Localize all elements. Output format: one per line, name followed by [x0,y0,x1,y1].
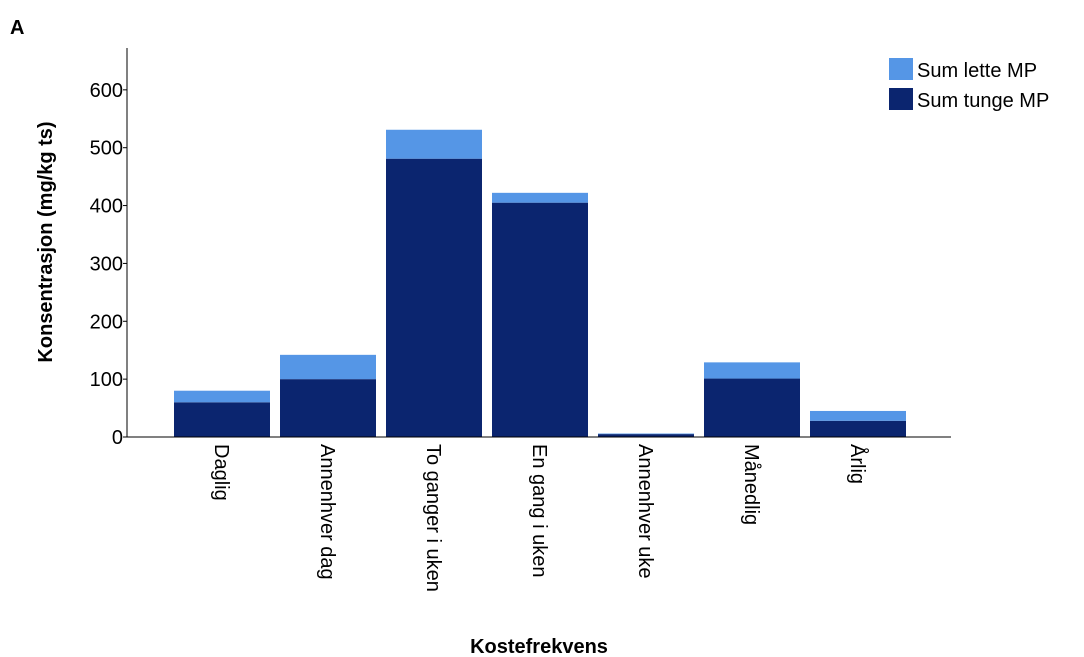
bar-heavy-1 [174,402,270,437]
bar-heavy-7 [810,420,906,437]
bar-heavy-6 [704,378,800,437]
panel-label: A [10,17,24,39]
x-axis-title: Kostefrekvens [470,636,608,657]
y-tick-label: 600 [90,80,123,102]
legend: Sum lette MP Sum tunge MP [889,58,1049,112]
bar-light-2 [280,354,376,380]
bar-heavy-2 [280,379,376,437]
y-axis-title: Konsentrasjon (mg/kg ts) [35,121,57,362]
legend-swatch [889,58,913,80]
bar-light-6 [704,362,800,379]
x-tick-label: En gang i uken [528,444,550,577]
bar-light-1 [174,390,270,403]
bars-group [174,129,906,437]
bar-light-4 [492,192,588,203]
bar-heavy-3 [386,158,482,437]
x-tick-label: Årlig [846,444,869,484]
bar-light-7 [810,410,906,421]
y-tick-label: 100 [90,369,123,391]
bar-heavy-5 [598,434,694,437]
x-tick-label: To ganger i uken [422,444,444,592]
y-tick-label: 300 [90,253,123,275]
bar-heavy-4 [492,202,588,437]
legend-label: Sum lette MP [917,60,1037,82]
x-tick-label: Daglig [210,444,232,501]
y-ticks: 0 100 200 300 400 500 600 [90,80,127,449]
legend-label: Sum tunge MP [917,90,1049,112]
x-tick-labels: Daglig Annenhver dag To ganger i uken En ga… [210,444,869,592]
y-tick-label: 200 [90,311,123,333]
bar-light-5 [598,433,694,435]
x-tick-label: Annenhver uke [634,444,656,579]
bar-light-3 [386,129,482,159]
y-tick-label: 0 [112,427,123,449]
x-tick-label: Månedlig [740,444,762,525]
x-tick-label: Annenhver dag [316,444,338,580]
legend-swatch [889,88,913,110]
y-tick-label: 500 [90,138,123,160]
y-tick-label: 400 [90,196,123,218]
